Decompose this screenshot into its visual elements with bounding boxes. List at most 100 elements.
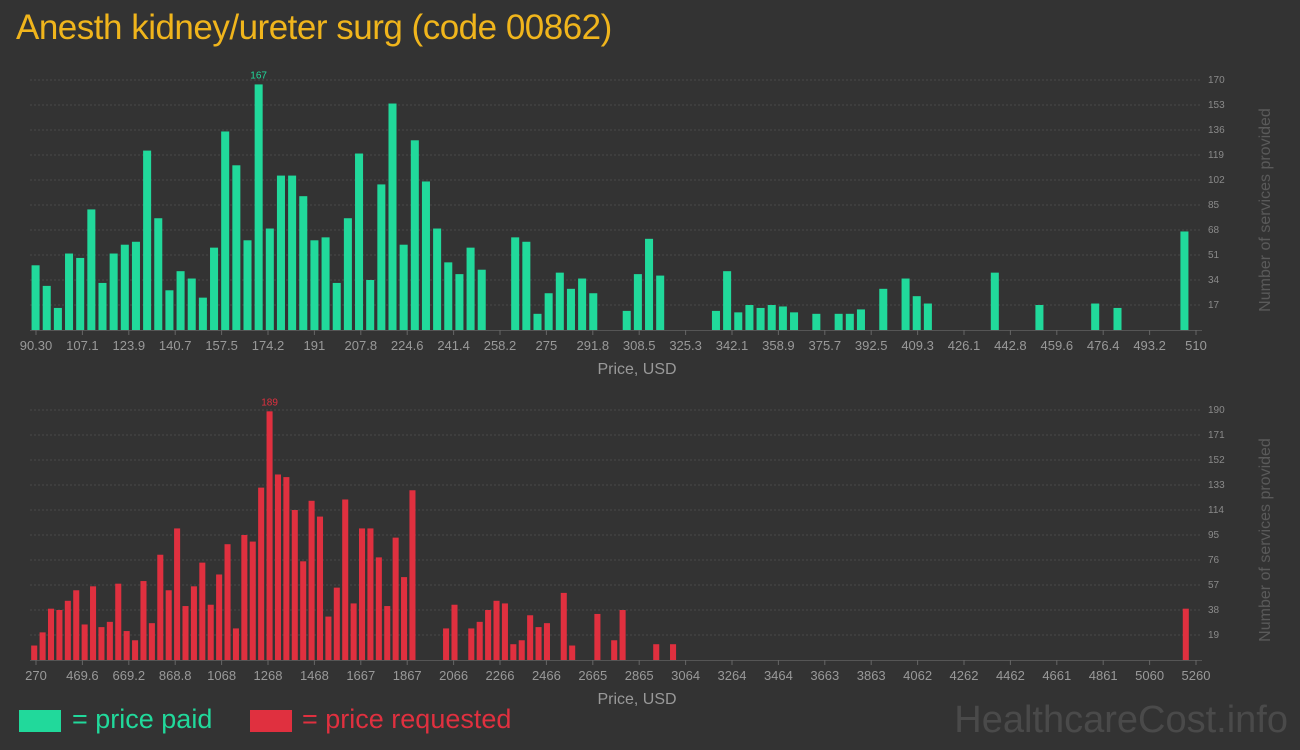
requested-bar: [291, 510, 298, 660]
requested-xtick-label: 4262: [950, 668, 979, 683]
requested-bar: [384, 606, 391, 660]
paid-bar: [544, 293, 553, 330]
paid-bar: [377, 184, 386, 330]
paid-ytick-label: 85: [1208, 200, 1220, 211]
paid-bar: [444, 262, 453, 330]
paid-bar: [243, 240, 252, 330]
requested-bar: [266, 411, 273, 660]
requested-bar: [333, 587, 340, 660]
paid-bar: [778, 306, 787, 330]
requested-ytick-label: 171: [1208, 430, 1225, 441]
paid-xtick-label: 258.2: [484, 338, 517, 353]
requested-ytick-label: 57: [1208, 580, 1220, 591]
paid-xtick-label: 426.1: [948, 338, 981, 353]
paid-bar: [455, 274, 464, 330]
requested-ytick-label: 19: [1208, 630, 1220, 641]
requested-bar: [56, 610, 63, 660]
requested-bar: [359, 528, 366, 660]
requested-xtick-label: 1268: [254, 668, 283, 683]
paid-bar: [310, 240, 319, 330]
paid-bar: [1035, 305, 1044, 330]
requested-xtick-label: 2466: [532, 668, 561, 683]
paid-ytick-label: 170: [1208, 75, 1225, 86]
paid-peak-label: 167: [250, 70, 267, 81]
paid-ytick-label: 34: [1208, 275, 1220, 286]
paid-bar: [756, 307, 765, 330]
paid-bar: [31, 265, 40, 330]
requested-bar: [241, 535, 248, 660]
paid-bar: [578, 278, 587, 330]
requested-ytick-label: 190: [1208, 405, 1225, 416]
requested-bar: [81, 624, 88, 660]
paid-xtick-label: 224.6: [391, 338, 424, 353]
requested-bar: [543, 623, 550, 660]
requested-peak-label: 189: [261, 397, 278, 408]
requested-bar: [207, 604, 214, 660]
requested-bar: [493, 600, 500, 660]
paid-xtick-label: 476.4: [1087, 338, 1120, 353]
paid-xtick-label: 342.1: [716, 338, 749, 353]
legend-swatch-paid: [19, 710, 61, 732]
paid-bar: [254, 84, 263, 330]
requested-bar: [216, 574, 223, 660]
requested-bar: [409, 490, 416, 660]
legend-label-paid: = price paid: [72, 704, 213, 734]
paid-ytick-label: 153: [1208, 100, 1225, 111]
requested-bar: [123, 631, 130, 660]
paid-bar: [87, 209, 96, 330]
requested-ytick-label: 114: [1208, 505, 1224, 516]
requested-xtick-label: 469.6: [66, 668, 99, 683]
requested-bar: [140, 581, 147, 660]
requested-ytick-label: 152: [1208, 455, 1225, 466]
requested-bar: [47, 608, 55, 660]
requested-bar: [451, 604, 458, 660]
requested-ytick-label: 76: [1208, 555, 1220, 566]
paid-bar: [321, 237, 330, 330]
requested-ytick-label: 38: [1208, 605, 1220, 616]
requested-xtick-label: 1867: [393, 668, 422, 683]
requested-bar: [367, 528, 374, 660]
paid-bar: [711, 310, 720, 330]
requested-bar: [274, 474, 281, 660]
paid-bar: [388, 103, 397, 330]
requested-bar: [31, 645, 38, 660]
requested-bar: [485, 610, 492, 660]
paid-bar: [745, 305, 754, 330]
legend-label-requested: = price requested: [302, 704, 512, 734]
paid-xtick-label: 291.8: [577, 338, 610, 353]
paid-bar: [1113, 307, 1122, 330]
requested-bar: [224, 544, 231, 660]
paid-bar: [410, 140, 419, 330]
paid-xtick-label: 375.7: [809, 338, 842, 353]
requested-bar: [527, 615, 534, 660]
requested-xtick-label: 4861: [1089, 668, 1118, 683]
paid-bar: [143, 150, 152, 330]
requested-bar: [670, 644, 677, 660]
requested-bar: [90, 586, 97, 660]
paid-bar: [98, 282, 107, 330]
requested-bar: [232, 628, 239, 660]
requested-xtick-label: 868.8: [159, 668, 192, 683]
requested-bar: [518, 640, 525, 660]
requested-bar: [653, 644, 660, 660]
requested-xtick-label: 669.2: [113, 668, 146, 683]
paid-ytick-label: 17: [1208, 300, 1220, 311]
requested-bar: [39, 632, 46, 660]
requested-ytick-label: 95: [1208, 530, 1220, 541]
requested-ytick-label: 133: [1208, 480, 1225, 491]
requested-bar: [342, 499, 349, 660]
requested-bar: [157, 554, 164, 660]
paid-xtick-label: 358.9: [762, 338, 795, 353]
paid-bar: [912, 296, 921, 330]
requested-bar: [535, 627, 542, 660]
paid-bar: [477, 269, 486, 330]
requested-bar: [316, 516, 324, 660]
requested-xtick-label: 270: [25, 668, 47, 683]
paid-bar: [589, 293, 598, 330]
paid-xtick-label: 510: [1185, 338, 1207, 353]
paid-bar: [812, 313, 821, 330]
paid-bar: [421, 181, 430, 330]
paid-bar: [790, 312, 799, 330]
page-title: Anesth kidney/ureter surg (code 00862): [16, 8, 612, 47]
